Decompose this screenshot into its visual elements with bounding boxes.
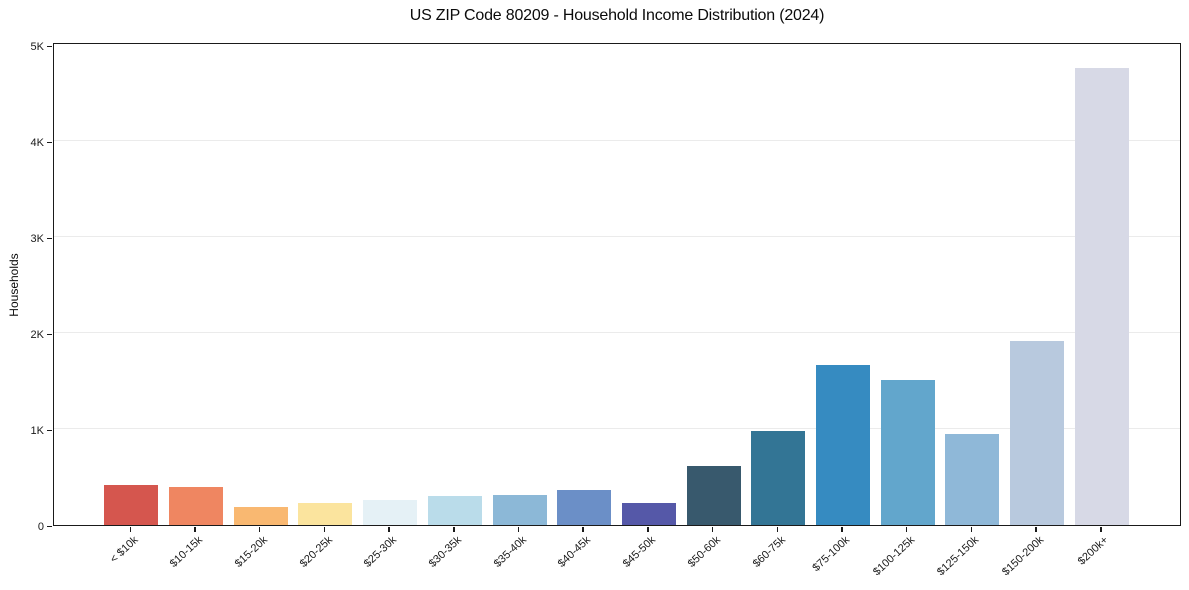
bar-$50-60k [686,466,741,525]
y-tick-label: 1K [30,424,44,437]
x-tick-label-text: $100-125k [870,534,917,579]
x-tick-mark [129,526,132,532]
y-tick-mark [47,237,52,240]
y-tick-mark [47,141,52,144]
y-tick-mark [47,45,52,48]
x-tick-label-text: $125-150k [935,534,982,579]
bar-$20-25k [298,502,353,525]
bar-$40-45k [557,489,612,525]
x-tick-label-text: $30-35k [426,534,464,570]
x-tick-mark [711,526,714,532]
x-tick-mark [388,526,390,532]
bar-$60-75k [751,431,806,525]
x-tick-mark [776,526,779,532]
gridline [54,332,1180,333]
bar-< $10k [104,485,159,525]
bar-$15-20k [233,506,288,525]
y-tick-label: 5K [30,40,44,53]
x-tick-mark [323,526,326,532]
y-tick-mark [47,525,52,528]
x-tick-label-text: $15-20k [232,534,270,570]
x-tick-mark [905,526,908,532]
x-tick-mark [258,526,261,532]
y-tick-mark [47,333,52,336]
x-tick-label-text: $40-45k [556,534,594,570]
y-axis-label: Households [7,253,21,317]
x-tick-label-text: $75-100k [810,534,853,575]
x-tick-mark [517,526,520,532]
bar-$25-30k [363,500,418,525]
y-tick-label: 2K [30,328,44,341]
x-tick-label-text: $10-15k [167,534,206,570]
x-tick-mark [1035,526,1037,532]
x-tick-mark [1100,526,1102,532]
y-tick-label: 3K [30,232,44,245]
gridline [54,236,1180,237]
x-tick-label-text: < $10k [107,534,141,566]
bar-$10-15k [169,486,223,525]
y-tick-label: 0 [37,520,44,533]
chart-title: US ZIP Code 80209 - Household Income Dis… [409,7,825,24]
x-tick-label-text: $25-30k [362,534,400,570]
bar-$125-150k [945,433,1000,525]
bar-$35-40k [492,494,547,525]
gridline [54,428,1180,429]
bar-$200k+ [1074,68,1129,525]
x-tick-mark [647,526,649,532]
bar-$45-50k [621,502,676,525]
x-tick-label-text: $45-50k [620,534,659,570]
x-tick-label-text: $200k+ [1076,534,1111,568]
y-tick-label: 4K [30,136,44,149]
x-tick-label-text: $60-75k [750,534,788,570]
bar-$30-35k [427,496,482,525]
plot-area [53,43,1181,526]
x-tick-label-text: $50-60k [685,534,723,570]
bar-$150-200k [1010,340,1065,525]
x-tick-label-text: $20-25k [297,534,335,570]
x-tick-label-text: $35-40k [491,534,529,570]
gridline [54,140,1180,141]
x-tick-mark [970,526,973,532]
bar-$100-125k [880,379,935,525]
y-tick-mark [47,429,52,432]
x-tick-mark [453,526,455,532]
x-tick-mark [841,526,843,532]
x-tick-mark [582,526,584,532]
x-tick-label-text: $150-200k [1000,534,1047,579]
x-tick-mark [194,526,196,532]
bar-$75-100k [816,364,870,525]
